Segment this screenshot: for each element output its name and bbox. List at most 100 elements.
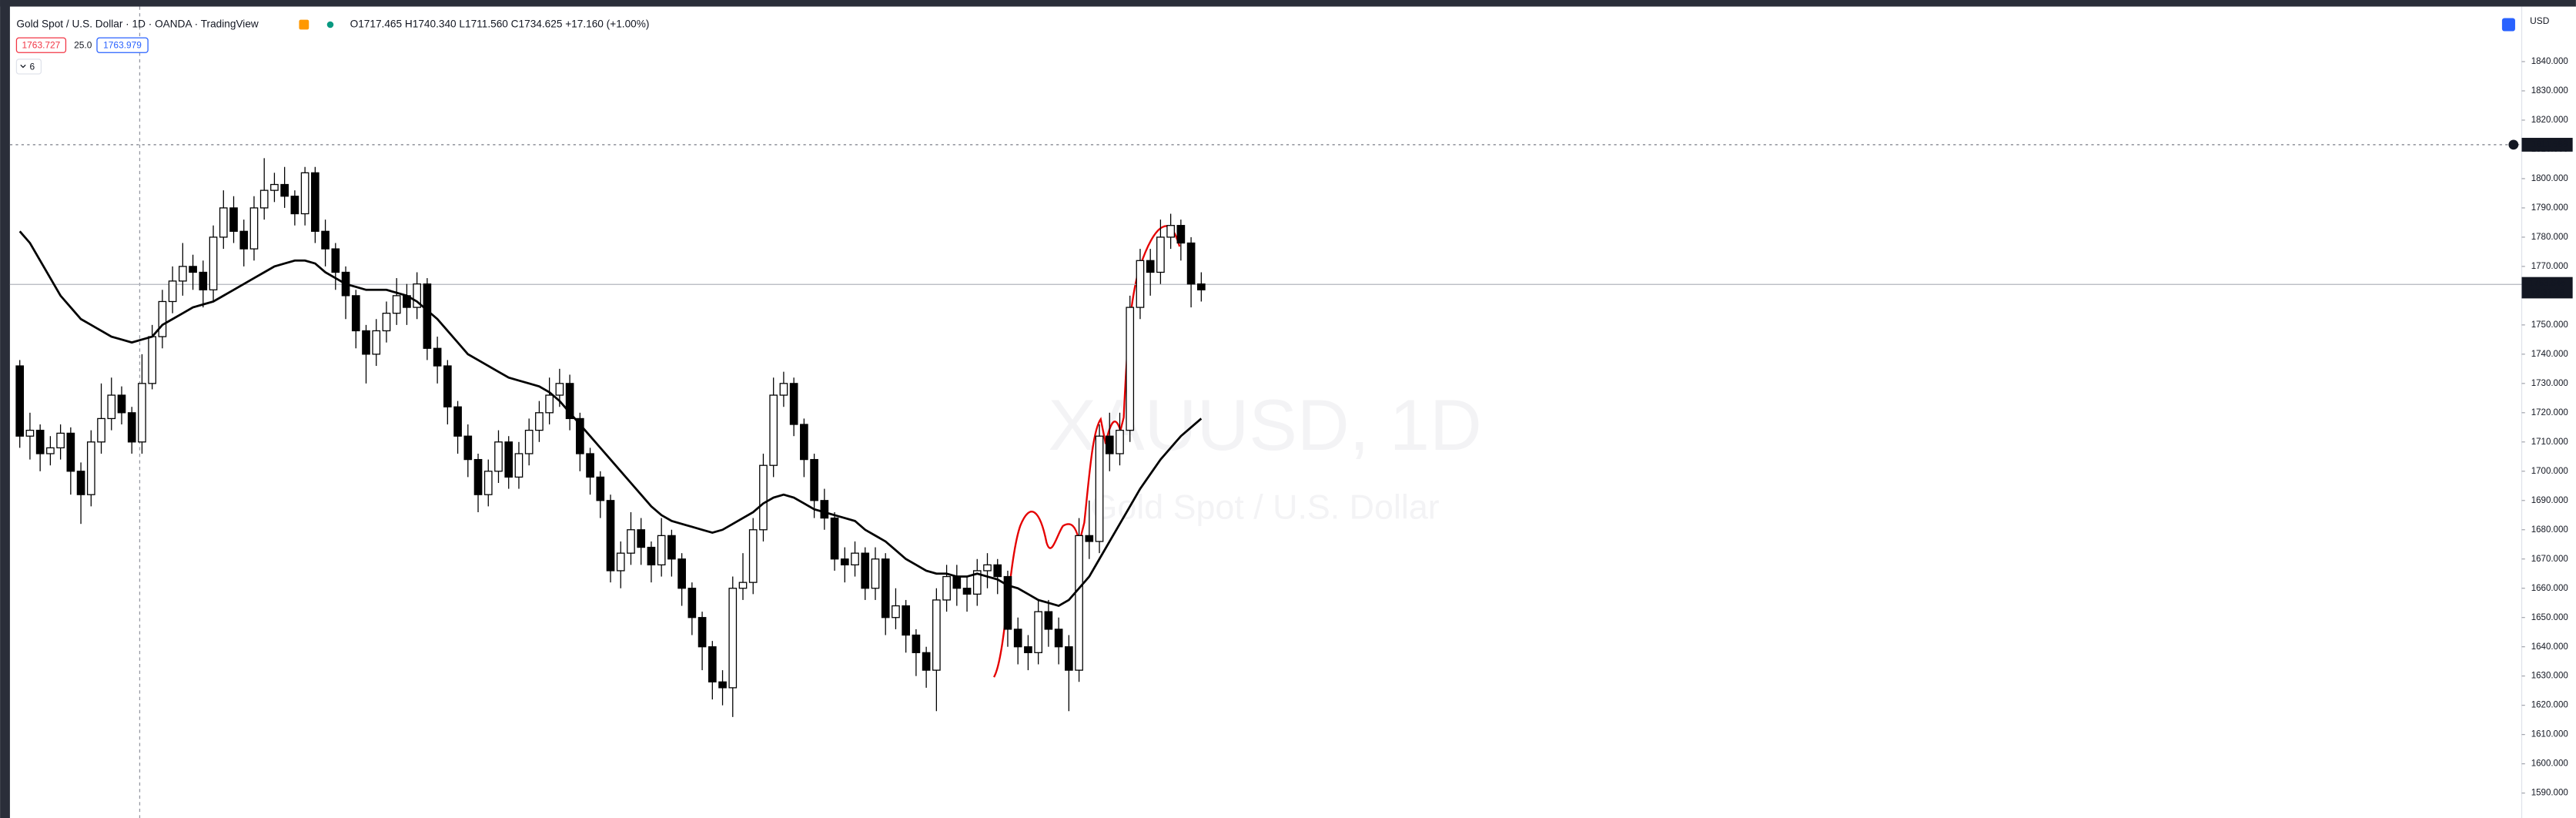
candle-body [993, 564, 1002, 578]
candle-body [677, 558, 686, 589]
y-tick-label: 1640.000 [2531, 642, 2568, 652]
market-status[interactable] [326, 21, 334, 28]
candle-body [708, 646, 717, 682]
candle-body [575, 417, 584, 454]
currency[interactable]: USD [2530, 15, 2550, 26]
candle-body [483, 471, 493, 495]
candle-body [433, 347, 442, 367]
candle-body [1044, 611, 1053, 630]
candle-body [1146, 260, 1155, 273]
candle-body [524, 429, 534, 454]
price-label: 1763.845 [2529, 279, 2566, 288]
candle-body [932, 599, 941, 671]
candle-body [1054, 629, 1063, 648]
candle-body [616, 552, 625, 572]
candle-body [1034, 611, 1042, 653]
alert-icon [2508, 139, 2519, 150]
candle-body [1024, 646, 1032, 653]
candle-body [586, 453, 594, 478]
candle-body [514, 453, 524, 478]
bid-box[interactable] [15, 37, 67, 53]
candle-body [1065, 646, 1073, 671]
candle-body [1176, 225, 1186, 244]
candle-body [606, 500, 615, 572]
y-tick-label: 1750.000 [2531, 320, 2568, 330]
y-tick-label: 1730.000 [2531, 379, 2568, 388]
y-tick-label: 1670.000 [2531, 555, 2568, 564]
candle-body [972, 570, 982, 595]
ask-box[interactable] [96, 37, 149, 53]
candle-body [189, 266, 197, 273]
candle-body [56, 432, 65, 449]
candle-body [158, 300, 167, 337]
candle-body [718, 681, 727, 689]
top-toolbar[interactable] [0, 0, 2576, 7]
y-tick-label: 1720.000 [2531, 408, 2568, 417]
candle-body [453, 406, 462, 437]
candle-body [494, 441, 503, 472]
candle-body [199, 271, 208, 290]
y-tick-label: 1800.000 [2531, 174, 2568, 183]
candle-body [1136, 260, 1145, 308]
y-tick-label: 1690.000 [2531, 496, 2568, 505]
y-tick-label: 1620.000 [2531, 701, 2568, 710]
candle-body [922, 652, 931, 671]
price-label-box [2521, 277, 2573, 299]
symbol-title[interactable]: Gold Spot / U.S. Dollar · 1D · OANDA · T… [16, 18, 259, 30]
candle-body [962, 588, 972, 595]
candle-body [107, 394, 116, 420]
candle-body [1126, 307, 1135, 431]
y-tick-label: 1840.000 [2531, 57, 2568, 66]
indicators-toggle[interactable] [15, 59, 42, 75]
y-tick-label: 1600.000 [2531, 759, 2568, 769]
candle-body [362, 330, 370, 355]
candle-body [1105, 435, 1114, 454]
y-tick-label: 1710.000 [2531, 437, 2568, 447]
candle-body [840, 558, 849, 565]
alert-label-box [2521, 137, 2573, 152]
candle-body [280, 183, 289, 197]
candle-body [728, 588, 738, 689]
candle-body [1003, 575, 1012, 630]
y-tick-label: 1780.000 [2531, 233, 2568, 242]
candle-body [97, 417, 105, 443]
moving-average [18, 230, 1203, 608]
y-tick-label: 1700.000 [2531, 467, 2568, 476]
candle-body [219, 207, 228, 238]
candle-body [168, 280, 177, 303]
candle-body [851, 552, 859, 565]
watermark-subtitle: Gold Spot / U.S. Dollar [1091, 488, 1440, 526]
candle-body [789, 383, 798, 425]
left-toolbar[interactable] [0, 0, 10, 818]
candle-body [830, 517, 839, 560]
candle-body [1156, 236, 1165, 273]
candle-body [25, 429, 35, 437]
candle-body [647, 546, 656, 565]
y-tick-label: 1660.000 [2531, 584, 2568, 593]
countdown: 19:31:29 [2530, 288, 2564, 297]
settings-icon[interactable] [2501, 18, 2515, 32]
candle-body [372, 330, 381, 355]
spread: 25.0 [74, 39, 92, 50]
candle-body [1013, 629, 1022, 648]
candle-body [892, 605, 900, 619]
candle-body [555, 383, 564, 396]
exchange-icon [299, 19, 309, 30]
candle-body [565, 383, 574, 420]
candle-body [637, 529, 646, 548]
y-tick-label: 1790.000 [2531, 203, 2568, 213]
candle-body [413, 283, 421, 308]
candle-body [239, 230, 249, 250]
y-tick-label: 1610.000 [2531, 730, 2568, 739]
y-tick-label: 1770.000 [2531, 262, 2568, 271]
candle-body [321, 230, 330, 250]
indicator-count: 6 [29, 62, 35, 72]
candle-body [179, 266, 187, 282]
candle-body [351, 295, 360, 332]
candle-body [881, 558, 890, 619]
candle-body [748, 529, 758, 583]
candle-body [66, 432, 75, 472]
candle-body [249, 207, 259, 250]
